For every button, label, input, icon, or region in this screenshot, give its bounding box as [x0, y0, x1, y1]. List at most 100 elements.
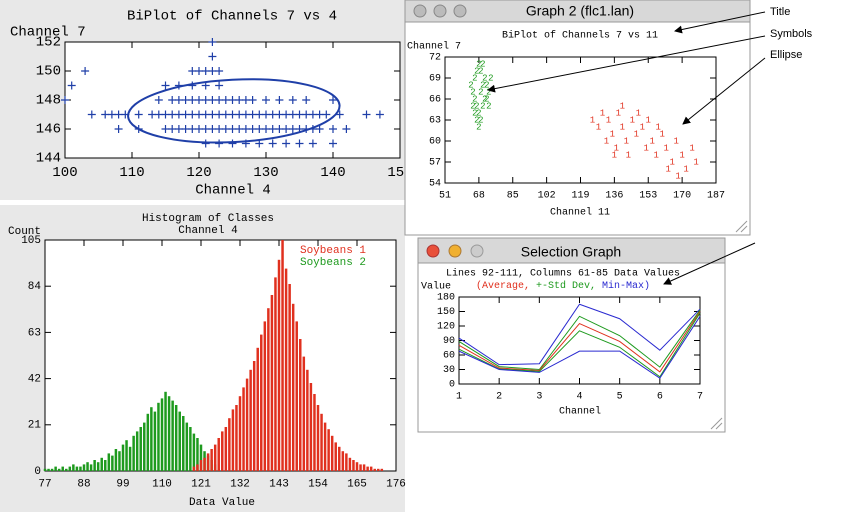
point-symbol: 1: [624, 136, 629, 146]
bar: [86, 462, 89, 471]
histogram-panel: Histogram of Classes Channel 4 Count Dat…: [0, 205, 406, 512]
point: [235, 125, 244, 133]
bar: [217, 438, 220, 471]
chart-title: Lines 92-111, Columns 61-85 Data Values: [446, 268, 680, 280]
y-tick-label: 63: [28, 327, 41, 339]
selection-window: Selection Graph Lines 92-111, Columns 61…: [417, 237, 726, 433]
y-tick-label: 144: [36, 151, 61, 167]
point-symbol: 1: [604, 136, 609, 146]
bar: [235, 405, 238, 471]
annotations: Title Symbols Ellipse: [487, 6, 813, 285]
point-symbol: 1: [650, 136, 655, 146]
point: [241, 110, 250, 119]
point: [208, 125, 217, 133]
arrow: [663, 242, 756, 285]
point: [288, 125, 297, 133]
graph2-window: Graph 2 (flc1.lan) BiPlot of Channels 7 …: [404, 0, 751, 236]
point: [181, 96, 190, 104]
point: [329, 139, 337, 148]
bar: [263, 321, 267, 471]
y-tick-label: 57: [429, 158, 441, 169]
point: [288, 96, 297, 104]
bar: [277, 259, 281, 471]
point: [121, 110, 130, 119]
point: [154, 96, 163, 104]
point: [215, 125, 224, 133]
bar: [157, 402, 160, 471]
x-tick-label: 77: [38, 479, 51, 491]
point: [228, 110, 237, 119]
point-symbol: 1: [596, 122, 601, 132]
point: [208, 96, 217, 104]
bar: [306, 369, 309, 471]
x-tick-label: 102: [538, 191, 556, 202]
point: [255, 139, 264, 148]
x-tick-label: 110: [119, 165, 144, 181]
x-tick-label: 88: [77, 479, 90, 491]
point-symbol: 1: [659, 129, 664, 139]
zoom-button[interactable]: [470, 244, 484, 258]
point: [215, 139, 224, 148]
legend-entry: Soybeans 2: [300, 257, 366, 269]
resize-grip[interactable]: [735, 220, 748, 233]
bar: [366, 466, 369, 471]
point-symbol: 2: [482, 73, 487, 83]
close-button[interactable]: [413, 4, 427, 18]
point: [248, 110, 257, 119]
bar: [164, 391, 167, 471]
bar: [43, 468, 47, 471]
point: [208, 67, 217, 75]
x-axis-label: Channel 4: [195, 183, 271, 199]
x-tick-label: 153: [639, 191, 657, 202]
point: [114, 110, 123, 119]
bar: [377, 468, 380, 471]
y-tick-label: 120: [437, 322, 455, 333]
point-symbol: 1: [610, 129, 615, 139]
bar: [135, 431, 139, 471]
bar: [57, 468, 61, 471]
point-symbol: 2: [484, 80, 489, 90]
point: [282, 139, 291, 148]
point-symbol: 2: [482, 94, 487, 104]
point: [201, 110, 210, 119]
point-symbol: 2: [478, 66, 483, 76]
bar: [327, 429, 330, 471]
point: [174, 96, 183, 104]
resize-grip[interactable]: [710, 417, 723, 430]
zoom-button[interactable]: [453, 4, 467, 18]
y-tick-label: 105: [21, 235, 41, 247]
y-axis-label: Channel 7: [407, 41, 461, 53]
minimize-button[interactable]: [448, 244, 462, 258]
point: [342, 125, 351, 133]
bar: [79, 466, 82, 471]
bar: [189, 427, 192, 471]
bar: [355, 462, 359, 471]
bar: [153, 411, 157, 471]
point: [295, 139, 304, 148]
bar: [362, 464, 366, 471]
title-bar: [417, 237, 726, 264]
bar: [125, 440, 128, 471]
bar: [299, 339, 302, 471]
subtitle-part: (Average,: [476, 280, 530, 292]
bar: [281, 240, 284, 471]
point: [275, 96, 284, 104]
bar: [75, 466, 79, 471]
point-symbol: 2: [472, 108, 477, 118]
window-title: Graph 2 (flc1.lan): [526, 3, 634, 19]
close-button[interactable]: [426, 244, 440, 258]
point: [195, 67, 203, 75]
minimize-button[interactable]: [433, 4, 447, 18]
point: [87, 110, 96, 119]
title-bar: [404, 0, 751, 23]
bar: [341, 451, 345, 471]
bar: [118, 451, 121, 471]
bar: [167, 396, 171, 471]
bar: [221, 431, 224, 471]
y-tick-label: 148: [36, 93, 61, 109]
point: [174, 81, 183, 90]
bar: [249, 369, 252, 471]
y-tick-label: 150: [36, 64, 61, 80]
y-axis-label: Value: [421, 281, 451, 293]
point-symbol: 1: [636, 108, 641, 118]
